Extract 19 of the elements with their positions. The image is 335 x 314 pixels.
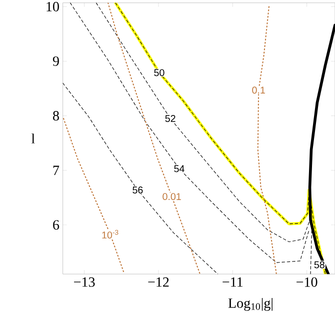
annotation: 50 [154, 68, 164, 76]
annotation: 52 [165, 114, 176, 122]
y-tick-label: 10 [46, 2, 59, 12]
annotation: 58 [314, 261, 324, 268]
x-tick-label: −13 [74, 277, 95, 287]
x-tick-label: −10 [296, 277, 318, 287]
annotation: 10$^{-3}$ [102, 230, 118, 238]
y-axis-title: l [31, 133, 35, 144]
annotation: 54 [174, 165, 184, 172]
x-axis-title: Log$_{10}$|g| [228, 298, 272, 311]
y-tick-label: 9 [52, 56, 59, 66]
x-tick-label: −12 [148, 277, 169, 286]
x-tick-label: −11 [222, 277, 243, 286]
annotation: 0.1 [252, 86, 265, 94]
annotation: 56 [132, 186, 143, 194]
y-tick-label: 7 [53, 166, 60, 175]
y-tick-label: 6 [53, 220, 60, 230]
y-tick-label: 8 [53, 110, 59, 120]
annotation: 0.01 [162, 192, 181, 200]
